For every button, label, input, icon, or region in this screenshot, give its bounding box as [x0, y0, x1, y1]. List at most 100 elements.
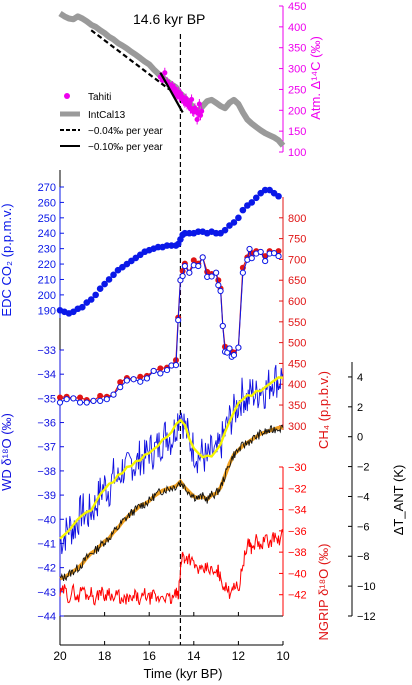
legend-intcal-label: IntCal13 [88, 110, 126, 121]
co2-point [248, 199, 256, 206]
co2-point [230, 219, 238, 226]
ngrip-axis-title: NGRIP δ¹⁸O (‰) [316, 544, 331, 641]
ch4-wd-point [130, 376, 137, 383]
co2-point [105, 276, 113, 283]
x-tick-label-18: 18 [98, 649, 112, 663]
c14-y-tick-label-100: 100 [288, 147, 306, 159]
ch4-y-tick-label-750: 750 [288, 234, 306, 246]
ch4-axis-title: CH₄ (p.p.b.v.) [316, 371, 331, 449]
co2-point [92, 291, 99, 299]
c14-y-tick-label-200: 200 [288, 105, 306, 117]
tant-y-tick-label--8: −8 [357, 551, 370, 563]
wd-y-tick-label--41: −41 [37, 538, 56, 550]
ch4-wd-point [175, 317, 182, 324]
ngrip-y-tick-label--34: −34 [288, 505, 307, 517]
tant-line [59, 424, 284, 582]
ch4-wd-point [181, 262, 188, 270]
ngrip-y-tick-label--42: −42 [288, 590, 307, 602]
ch4-y-tick-label-600: 600 [288, 296, 306, 308]
ch4-y-tick-label-300: 300 [288, 421, 306, 433]
ch4-wd-point [56, 399, 64, 406]
wd-y-tick-label--34: −34 [37, 369, 56, 381]
tant-y-tick-label-2: 2 [357, 402, 363, 414]
tahiti-point [199, 108, 205, 114]
ch4-wd-point [70, 395, 77, 402]
ch4-wd-point [123, 377, 131, 384]
ch4-y-tick-label-700: 700 [288, 254, 306, 266]
co2-point [87, 296, 95, 303]
legend-rate1-label: −0.04‰ per year [88, 126, 163, 137]
x-tick-label-14: 14 [187, 649, 201, 663]
wd-y-tick-label--37: −37 [37, 442, 56, 454]
ch4-wd-point [150, 367, 157, 375]
wd-y-tick-label--35: −35 [37, 393, 56, 405]
co2-point [79, 303, 86, 311]
ch4-wd-point [270, 250, 278, 257]
ch4-wd-point [83, 399, 90, 406]
tant-y-tick-label-0: 0 [357, 432, 363, 444]
wd-y-tick-label--36: −36 [37, 418, 56, 430]
ch4-wd-point [215, 282, 222, 289]
ch4-wd-point [172, 361, 180, 369]
tant-y-tick-label--6: −6 [357, 521, 370, 533]
ch4-y-tick-label-650: 650 [288, 275, 306, 287]
wd-y-tick-label--33: −33 [37, 345, 56, 357]
wd-y-tick-label--39: −39 [37, 490, 56, 502]
co2-point [239, 206, 247, 214]
c14-y-tick-label-300: 300 [288, 64, 306, 76]
wd-y-tick-label--44: −44 [37, 611, 56, 623]
c14-y-tick-label-350: 350 [288, 43, 306, 55]
co2-y-tick-label-200: 200 [38, 290, 56, 302]
tahiti-point [162, 70, 168, 76]
co2-point [235, 214, 242, 222]
ch4-wd-point [90, 397, 97, 404]
tant-y-tick-label--12: −12 [357, 611, 376, 623]
legend: Tahiti IntCal13 −0.04‰ per year −0.10‰ p… [60, 92, 163, 153]
ngrip-y-tick-label--32: −32 [288, 483, 307, 495]
co2-y-tick-label-220: 220 [38, 259, 56, 271]
c14-y-tick-label-250: 250 [288, 84, 306, 96]
ch4-wd-point [199, 254, 206, 261]
co2-y-tick-label-250: 250 [38, 213, 56, 225]
wd-y-tick-label--40: −40 [37, 514, 56, 526]
co2-axis-title: EDC CO₂ (p.p.m.v.) [0, 203, 14, 316]
ch4-wd-point [226, 345, 233, 352]
c14-axis-title: Atm. Δ¹⁴C (‰) [308, 36, 323, 120]
c14-y-tick-label-150: 150 [288, 126, 306, 138]
ch4-y-tick-label-800: 800 [288, 213, 306, 225]
tant-axis-title: ΔT_ANT (K) [391, 465, 406, 536]
wd-y-tick-label--43: −43 [37, 587, 56, 599]
x-axis-title: Time (kyr BP) [144, 666, 223, 681]
co2-y-tick-label-240: 240 [38, 228, 56, 240]
ch4-wd-point [186, 269, 193, 276]
ch4-wd-point [213, 269, 220, 276]
tant-y-tick-label--10: −10 [357, 581, 376, 593]
event-label: 14.6 kyr BP [133, 11, 205, 27]
ch4-wd-point [217, 287, 224, 295]
x-tick-label-12: 12 [232, 649, 246, 663]
wd-y-tick-label--42: −42 [37, 563, 56, 575]
ch4-wd-point [208, 273, 215, 280]
ch4-wd-point [219, 322, 226, 330]
ngrip-y-tick-label--30: −30 [288, 462, 307, 474]
ch4-point [97, 392, 104, 399]
ch4-y-tick-label-350: 350 [288, 400, 306, 412]
legend-rate2-label: −0.10‰ per year [88, 142, 163, 153]
ch4-wd-point [248, 255, 255, 262]
co2-point [275, 192, 282, 200]
rate-0-10-line [159, 72, 184, 113]
plot-layer: 20 18 16 14 12 101001502002503003504004501902… [37, 1, 375, 663]
co2-point [252, 194, 260, 202]
rate-0-04-line [90, 29, 170, 91]
tant-y-tick-label--4: −4 [357, 491, 370, 503]
co2-y-tick-label-230: 230 [38, 244, 56, 256]
x-tick-label-20: 20 [53, 649, 67, 663]
ch4-wd-point [275, 252, 282, 260]
c14-y-tick-label-450: 450 [288, 1, 306, 13]
ngrip-d18o-line [59, 529, 284, 606]
tant-smooth-line [59, 425, 283, 581]
legend-tahiti-marker [64, 93, 70, 99]
tahiti-point [196, 101, 202, 107]
legend-tahiti-label: Tahiti [88, 92, 111, 103]
